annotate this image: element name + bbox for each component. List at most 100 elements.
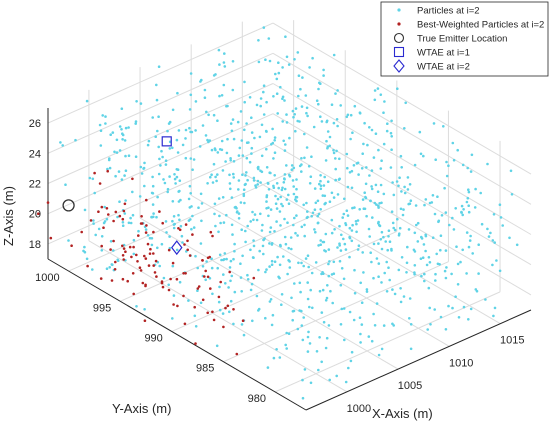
particle-point <box>129 221 133 225</box>
particle-point <box>275 182 279 185</box>
particle-point <box>116 215 119 219</box>
particle-point <box>465 200 469 204</box>
particle-point <box>368 126 371 129</box>
particle-point <box>422 154 425 158</box>
particle-point <box>190 130 194 134</box>
particle-point <box>318 289 322 293</box>
legend-circle-icon <box>393 32 405 44</box>
particle-point <box>140 172 144 175</box>
particle-point <box>204 278 207 282</box>
particle-point <box>366 143 369 147</box>
particle-point <box>370 339 374 343</box>
best-particle-point <box>105 207 109 210</box>
particle-point <box>127 126 130 129</box>
particle-point <box>360 301 364 305</box>
particle-point <box>382 111 385 114</box>
particle-point <box>262 90 265 94</box>
particle-point <box>455 245 458 248</box>
particle-point <box>102 221 106 225</box>
particle-point <box>277 61 280 64</box>
particle-point <box>311 211 315 215</box>
particle-point <box>177 190 180 193</box>
particle-point <box>276 255 279 259</box>
particle-point <box>228 173 231 177</box>
legend-wtae2-label: WTAE at i=2 <box>417 62 470 73</box>
particle-point <box>101 114 104 117</box>
particle-point <box>279 85 282 89</box>
particle-point <box>399 154 403 158</box>
particle-point <box>264 58 267 61</box>
particle-point <box>301 338 305 342</box>
particle-point <box>442 125 445 128</box>
particle-point <box>361 198 365 201</box>
particle-point <box>287 332 291 336</box>
particle-point <box>268 265 271 268</box>
particle-point <box>319 243 323 246</box>
particle-point <box>239 110 243 113</box>
particle-point <box>222 61 226 64</box>
particle-point <box>400 190 403 193</box>
particle-point <box>375 302 379 305</box>
particle-point <box>67 239 70 242</box>
particle-point <box>306 254 310 257</box>
particle-point <box>204 134 208 137</box>
particle-point <box>229 159 232 162</box>
best-particle-point <box>161 221 164 225</box>
particle-point <box>184 128 188 132</box>
best-particle-point <box>186 248 189 252</box>
particle-point <box>359 341 362 344</box>
particle-point <box>233 249 236 253</box>
particle-point <box>214 175 217 179</box>
best-particle-point <box>232 308 235 311</box>
particle-point <box>236 120 240 124</box>
particle-point <box>377 148 380 152</box>
particle-point <box>116 258 119 262</box>
particle-point <box>256 183 260 186</box>
particle-point <box>241 254 244 258</box>
particle-point <box>228 310 231 314</box>
particle-point <box>191 168 194 171</box>
particle-point <box>319 208 323 211</box>
particle-point <box>475 289 479 293</box>
best-particle-point <box>219 280 222 284</box>
particle-point <box>372 242 376 246</box>
particle-point <box>336 89 339 92</box>
particle-point <box>509 169 513 173</box>
particle-point <box>334 178 338 182</box>
particle-point <box>120 128 123 131</box>
particle-point <box>267 206 270 209</box>
particle-point <box>322 74 325 77</box>
particle-point <box>212 162 216 166</box>
particle-point <box>115 138 119 142</box>
particle-point <box>215 344 219 348</box>
particle-point <box>187 219 191 222</box>
particle-point <box>382 235 385 239</box>
particle-point <box>92 222 95 225</box>
particle-point <box>339 104 343 107</box>
particle-point <box>123 212 127 215</box>
particle-point <box>461 163 465 167</box>
particle-point <box>92 219 95 222</box>
best-particle-point <box>131 177 134 181</box>
best-particle-point <box>152 252 155 255</box>
particle-point <box>176 151 180 154</box>
x-axis-label: X-Axis (m) <box>372 406 433 421</box>
particle-point <box>426 328 430 331</box>
particle-point <box>466 196 470 200</box>
particle-point <box>94 233 97 237</box>
particle-point <box>377 353 381 357</box>
particle-point <box>129 216 132 220</box>
y-tick-label: 985 <box>196 363 214 375</box>
particle-point <box>423 272 426 276</box>
particle-point <box>255 218 259 222</box>
particle-point <box>177 213 180 217</box>
particle-point <box>379 238 383 241</box>
best-particle-point <box>172 303 175 306</box>
particle-point <box>178 280 182 284</box>
particle-point <box>330 191 334 195</box>
particle-point <box>230 223 234 227</box>
grid-line <box>171 231 398 332</box>
particle-point <box>409 199 413 202</box>
particle-point <box>450 272 453 276</box>
particle-point <box>259 181 262 184</box>
